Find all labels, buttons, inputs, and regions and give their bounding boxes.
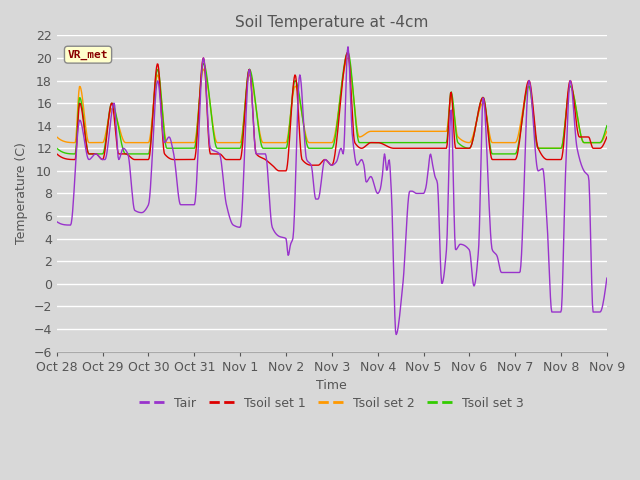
X-axis label: Time: Time — [316, 379, 348, 392]
Text: VR_met: VR_met — [68, 49, 108, 60]
Y-axis label: Temperature (C): Temperature (C) — [15, 143, 28, 244]
Legend: Tair, Tsoil set 1, Tsoil set 2, Tsoil set 3: Tair, Tsoil set 1, Tsoil set 2, Tsoil se… — [134, 392, 529, 415]
Title: Soil Temperature at -4cm: Soil Temperature at -4cm — [235, 15, 429, 30]
